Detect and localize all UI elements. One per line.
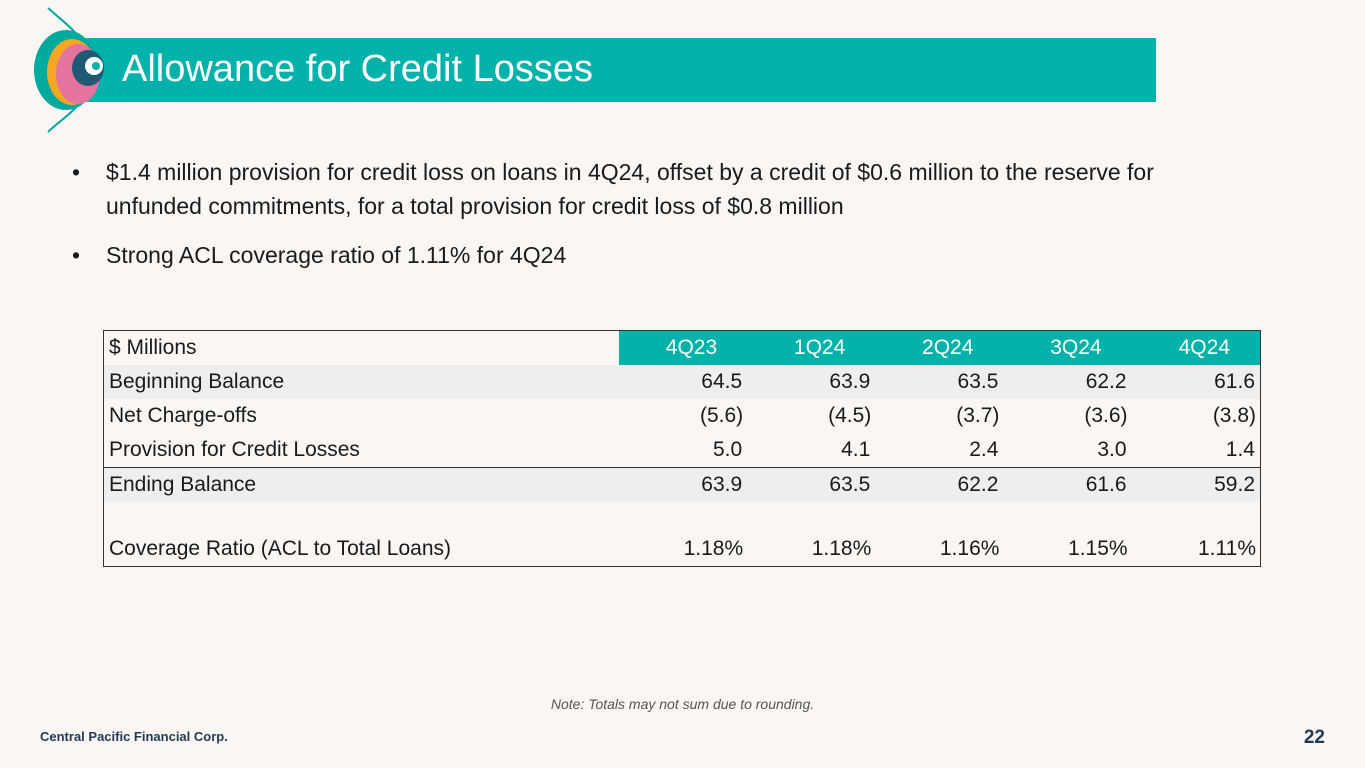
- table-cell: 3.0: [1003, 433, 1132, 468]
- table-cell: (3.6): [1003, 399, 1132, 433]
- table-cell: 63.5: [747, 467, 876, 502]
- bullet-item: • $1.4 million provision for credit loss…: [72, 155, 1252, 223]
- quarter-header: 4Q23: [619, 330, 748, 365]
- table-header-label: $ Millions: [103, 330, 619, 365]
- table-cell: 4.1: [747, 433, 876, 468]
- quarter-header: 2Q24: [875, 330, 1004, 365]
- table-cell: 1.18%: [619, 532, 748, 567]
- table-cell: (4.5): [747, 399, 876, 433]
- title-bar: [75, 38, 1156, 102]
- bullet-marker: •: [72, 242, 81, 268]
- bullet-list: • $1.4 million provision for credit loss…: [72, 155, 1252, 287]
- table-cell: 59.2: [1131, 467, 1261, 502]
- page-title: Allowance for Credit Losses: [122, 48, 593, 90]
- table-cell: (5.6): [619, 399, 748, 433]
- row-label: Coverage Ratio (ACL to Total Loans): [103, 532, 619, 567]
- table-cell: 5.0: [619, 433, 748, 468]
- company-logo-icon: [34, 7, 104, 133]
- rounding-note: Note: Totals may not sum due to rounding…: [550, 696, 815, 712]
- table-cell: 63.5: [875, 365, 1004, 399]
- table-row: Beginning Balance 64.5 63.9 63.5 62.2 61…: [103, 365, 1261, 399]
- bullet-text: Strong ACL coverage ratio of 1.11% for 4…: [106, 242, 567, 268]
- table-header-row: $ Millions 4Q23 1Q24 2Q24 3Q24 4Q24: [103, 330, 1261, 365]
- table-cell: 63.9: [747, 365, 876, 399]
- bullet-marker: •: [72, 159, 81, 185]
- table-cell: (3.7): [875, 399, 1004, 433]
- table-cell: 64.5: [619, 365, 748, 399]
- table-cell: 62.2: [1003, 365, 1132, 399]
- table-cell: (3.8): [1131, 399, 1261, 433]
- row-label: Net Charge-offs: [103, 399, 619, 433]
- quarter-header: 3Q24: [1003, 330, 1132, 365]
- table-cell: 2.4: [875, 433, 1004, 468]
- table-row: Ending Balance 63.9 63.5 62.2 61.6 59.2: [103, 467, 1261, 502]
- table-spacer-row: [103, 502, 1261, 532]
- bullet-item: • Strong ACL coverage ratio of 1.11% for…: [72, 238, 1252, 272]
- table-cell: 61.6: [1131, 365, 1261, 399]
- table-cell: 1.4: [1131, 433, 1261, 468]
- footer-company-name: Central Pacific Financial Corp.: [40, 729, 228, 744]
- acl-table: $ Millions 4Q23 1Q24 2Q24 3Q24 4Q24 Begi…: [103, 330, 1261, 567]
- table-cell: 62.2: [875, 467, 1004, 502]
- row-label: Beginning Balance: [103, 365, 619, 399]
- table-cell: 1.11%: [1131, 532, 1261, 567]
- table-cell: 1.18%: [747, 532, 876, 567]
- row-label: Ending Balance: [103, 467, 619, 502]
- table-cell: 1.16%: [875, 532, 1004, 567]
- spacer-cell: [103, 502, 1261, 532]
- table-cell: 63.9: [619, 467, 748, 502]
- table-cell: 1.15%: [1003, 532, 1132, 567]
- quarter-header: 1Q24: [747, 330, 876, 365]
- page-number: 22: [1303, 727, 1325, 748]
- row-label: Provision for Credit Losses: [103, 433, 619, 468]
- table-row: Provision for Credit Losses 5.0 4.1 2.4 …: [103, 433, 1261, 468]
- bullet-text: $1.4 million provision for credit loss o…: [106, 159, 1154, 219]
- table-cell: 61.6: [1003, 467, 1132, 502]
- table-row: Net Charge-offs (5.6) (4.5) (3.7) (3.6) …: [103, 399, 1261, 433]
- table-row: Coverage Ratio (ACL to Total Loans) 1.18…: [103, 532, 1261, 567]
- quarter-header: 4Q24: [1131, 330, 1261, 365]
